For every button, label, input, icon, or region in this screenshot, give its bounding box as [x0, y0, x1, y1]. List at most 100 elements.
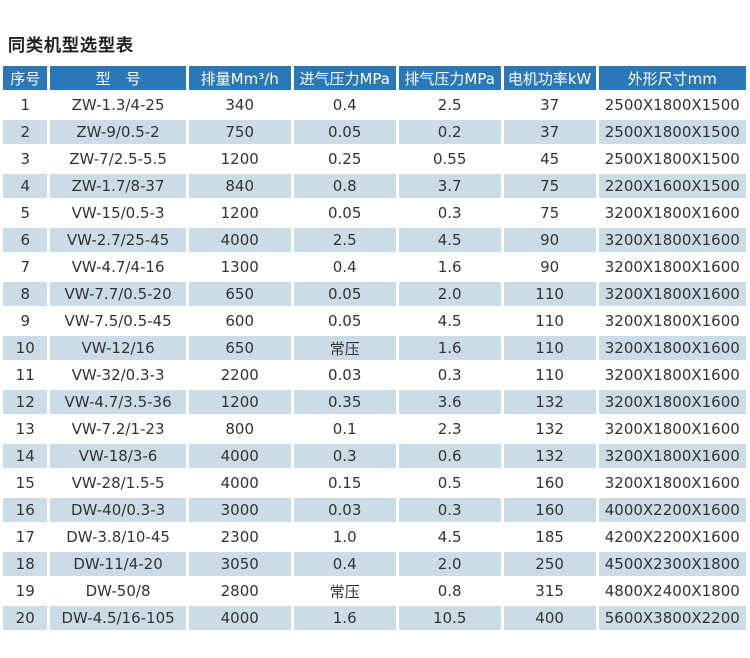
table-row: 9 VW-7.5/0.5-45 600 0.05 4.5 110 3200X1800X160… [3, 309, 746, 333]
page-title: 同类机型选型表 [8, 36, 134, 56]
table-cell: 750 [188, 120, 291, 144]
table-cell: 4000 [188, 228, 291, 252]
table-header: 序号 型 号 排量Mm³/h 进气压力MPa 排气压力MPa 电机功率kW 外形… [3, 66, 746, 90]
col-header-motor-power: 电机功率kW [503, 66, 596, 90]
col-header-displacement: 排量Mm³/h [188, 66, 291, 90]
table-cell: DW-4.5/16-105 [50, 606, 186, 630]
col-header-model: 型 号 [50, 66, 186, 90]
table-cell: DW-50/8 [50, 579, 186, 603]
table-cell: 132 [503, 444, 596, 468]
table-cell: 0.8 [293, 174, 396, 198]
table-cell: 4000 [188, 606, 291, 630]
table-cell: 4800X2400X1800 [598, 579, 746, 603]
table-cell: 110 [503, 282, 596, 306]
table-cell: 90 [503, 228, 596, 252]
table-body: 1 ZW-1.3/4-25 340 0.4 2.5 37 2500X1800X1500 2 ZW… [3, 93, 746, 630]
table-cell: 0.5 [398, 471, 501, 495]
table-cell: 1 [3, 93, 48, 117]
table-cell: 37 [503, 93, 596, 117]
table-cell: 4000X2200X1600 [598, 498, 746, 522]
table-cell: VW-7.2/1-23 [50, 417, 186, 441]
table-cell: 0.05 [293, 120, 396, 144]
table-header-row: 序号 型 号 排量Mm³/h 进气压力MPa 排气压力MPa 电机功率kW 外形… [3, 66, 746, 90]
table-cell: 8 [3, 282, 48, 306]
table-cell: 0.55 [398, 147, 501, 171]
table-cell: 4.5 [398, 525, 501, 549]
table-cell: ZW-7/2.5-5.5 [50, 147, 186, 171]
col-header-serial: 序号 [3, 66, 48, 90]
table-cell: 0.03 [293, 498, 396, 522]
table-cell: ZW-9/0.5-2 [50, 120, 186, 144]
table-cell: 650 [188, 336, 291, 360]
table-cell: 1.0 [293, 525, 396, 549]
table-cell: 0.2 [398, 120, 501, 144]
table-cell: 4.5 [398, 309, 501, 333]
table-row: 15 VW-28/1.5-5 4000 0.15 0.5 160 3200X1800X160… [3, 471, 746, 495]
table-cell: 400 [503, 606, 596, 630]
table-cell: 160 [503, 471, 596, 495]
table-row: 6 VW-2.7/25-45 4000 2.5 4.5 90 3200X1800X1600 [3, 228, 746, 252]
table-cell: 3200X1800X1600 [598, 363, 746, 387]
table-cell: 2500X1800X1500 [598, 93, 746, 117]
table-cell: 2500X1800X1500 [598, 120, 746, 144]
table-cell: ZW-1.7/8-37 [50, 174, 186, 198]
table-cell: 5 [3, 201, 48, 225]
table-cell: 2.3 [398, 417, 501, 441]
table-cell: 3.7 [398, 174, 501, 198]
col-header-outlet-pressure: 排气压力MPa [398, 66, 501, 90]
table-cell: 2.5 [293, 228, 396, 252]
table-cell: 110 [503, 309, 596, 333]
table-cell: 132 [503, 390, 596, 414]
table-cell: 4000 [188, 471, 291, 495]
table-cell: VW-4.7/4-16 [50, 255, 186, 279]
col-header-inlet-pressure: 进气压力MPa [293, 66, 396, 90]
table-cell: 3200X1800X1600 [598, 444, 746, 468]
table-cell: 2200X1600X1500 [598, 174, 746, 198]
table-cell: 12 [3, 390, 48, 414]
table-cell: 600 [188, 309, 291, 333]
table-cell: 1300 [188, 255, 291, 279]
table-cell: 2.0 [398, 552, 501, 576]
table-cell: 3200X1800X1600 [598, 201, 746, 225]
table-cell: 11 [3, 363, 48, 387]
table-cell: 4.5 [398, 228, 501, 252]
table-cell: 3200X1800X1600 [598, 255, 746, 279]
table-row: 8 VW-7.7/0.5-20 650 0.05 2.0 110 3200X1800X160… [3, 282, 746, 306]
table-cell: 0.6 [398, 444, 501, 468]
table-cell: 250 [503, 552, 596, 576]
table-cell: 0.4 [293, 552, 396, 576]
table-cell: 4500X2300X1800 [598, 552, 746, 576]
table-cell: DW-40/0.3-3 [50, 498, 186, 522]
table-row: 12 VW-4.7/3.5-36 1200 0.35 3.6 132 3200X1800X1… [3, 390, 746, 414]
table-cell: VW-15/0.5-3 [50, 201, 186, 225]
table-cell: 0.3 [398, 363, 501, 387]
table-cell: 3200X1800X1600 [598, 471, 746, 495]
table-cell: VW-7.7/0.5-20 [50, 282, 186, 306]
table-cell: 1200 [188, 390, 291, 414]
table-cell: 5600X3800X2200 [598, 606, 746, 630]
table-row: 13 VW-7.2/1-23 800 0.1 2.3 132 3200X1800X1600 [3, 417, 746, 441]
table-cell: 0.3 [293, 444, 396, 468]
table-row: 17 DW-3.8/10-45 2300 1.0 4.5 185 4200X2200X160… [3, 525, 746, 549]
table-cell: VW-2.7/25-45 [50, 228, 186, 252]
table-cell: 3 [3, 147, 48, 171]
table-cell: 650 [188, 282, 291, 306]
table-cell: ZW-1.3/4-25 [50, 93, 186, 117]
table-cell: 6 [3, 228, 48, 252]
table-cell: 3.6 [398, 390, 501, 414]
table-row: 1 ZW-1.3/4-25 340 0.4 2.5 37 2500X1800X1500 [3, 93, 746, 117]
table-cell: 132 [503, 417, 596, 441]
table-cell: 0.4 [293, 255, 396, 279]
table-cell: 1200 [188, 201, 291, 225]
table-cell: 0.35 [293, 390, 396, 414]
table-cell: 4000 [188, 444, 291, 468]
table-cell: 0.3 [398, 498, 501, 522]
table-cell: 2300 [188, 525, 291, 549]
table-cell: 3200X1800X1600 [598, 390, 746, 414]
table-cell: 2.5 [398, 93, 501, 117]
table-cell: 75 [503, 201, 596, 225]
table-cell: 3200X1800X1600 [598, 417, 746, 441]
table-cell: 0.8 [398, 579, 501, 603]
table-cell: 19 [3, 579, 48, 603]
table-cell: 3200X1800X1600 [598, 336, 746, 360]
